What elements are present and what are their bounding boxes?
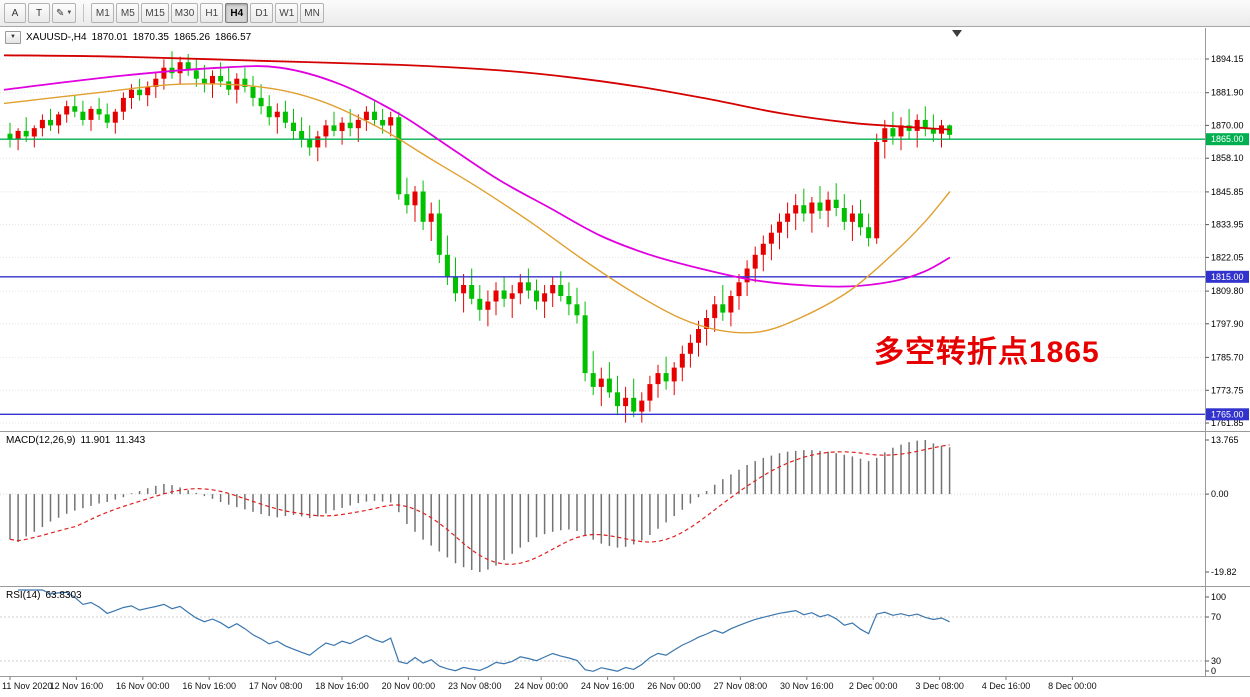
price-axis-label: 1797.90: [1211, 319, 1244, 329]
time-axis-label: 16 Nov 00:00: [116, 681, 170, 691]
price-axis-label: 1822.05: [1211, 252, 1244, 262]
ohlc-low: 1865.26: [173, 32, 211, 44]
price-axis-label: 1833.95: [1211, 220, 1244, 230]
price-axis: 1894.15 1881.90 1870.00 1858.10 1845.85 1833.…: [1205, 54, 1249, 676]
ma-orange-fast: [3, 83, 951, 334]
drawing-tools-dropdown[interactable]: ✎ ▼: [52, 3, 77, 23]
macd-name: MACD(12,26,9): [6, 435, 76, 446]
rsi-indicator-label: RSI(14) 63.8303: [6, 590, 87, 601]
macd-signal-value: 11.343: [115, 435, 146, 446]
candles-layer: [7, 51, 953, 423]
ohlc-close: 1866.57: [215, 32, 252, 44]
price-axis-label: 1773.75: [1211, 385, 1244, 395]
time-axis-label: 26 Nov 00:00: [647, 681, 701, 691]
text-tool-button[interactable]: T: [28, 3, 50, 23]
time-axis-label: 24 Nov 16:00: [581, 681, 635, 691]
time-axis-label: 11 Nov 2020: [2, 681, 52, 691]
pencil-icon: ✎: [56, 7, 65, 19]
toolbar: A T ✎ ▼ M1 M5 M15 M30 H1 H4 D1 W1 MN: [0, 0, 1250, 27]
ohlc-high: 1870.35: [132, 32, 169, 44]
rsi-line: [18, 589, 950, 672]
macd-signal-line: [9, 444, 950, 565]
annotation-text[interactable]: 多空转折点1865: [874, 336, 1100, 369]
time-axis-label: 27 Nov 08:00: [714, 681, 768, 691]
price-axis-label: 1845.85: [1211, 187, 1244, 197]
rsi-axis-label: 0: [1211, 666, 1216, 676]
hline-price-tag: 1815.00: [1211, 272, 1244, 282]
price-axis-label: 1870.00: [1211, 120, 1244, 130]
price-axis-label: 1761.85: [1211, 418, 1244, 428]
time-axis-label: 2 Dec 00:00: [849, 681, 898, 691]
toolbar-separator: [83, 4, 85, 22]
rsi-axis-label: 30: [1211, 656, 1221, 666]
ma-red-slow: [3, 54, 951, 131]
macd-indicator-label: MACD(12,26,9) 11.901 11.343: [6, 435, 150, 446]
time-axis-label: 20 Nov 00:00: [382, 681, 436, 691]
hline-price-tag: 1865.00: [1211, 134, 1244, 144]
time-axis-label: 8 Dec 00:00: [1048, 681, 1097, 691]
timeframe-button-m1[interactable]: M1: [91, 3, 115, 23]
price-axis-label: 1785.70: [1211, 352, 1244, 362]
gridlines-layer: [0, 58, 1205, 662]
time-axis-label: 3 Dec 08:00: [915, 681, 964, 691]
timeframe-button-d1[interactable]: D1: [250, 3, 274, 23]
macd-main-value: 11.901: [80, 435, 111, 446]
macd-axis-label: 0.00: [1211, 489, 1229, 499]
timeframe-button-h1[interactable]: H1: [200, 3, 224, 23]
rsi-name: RSI(14): [6, 590, 41, 601]
price-axis-label: 1894.15: [1211, 54, 1244, 64]
time-axis-label: 30 Nov 16:00: [780, 681, 834, 691]
time-axis-label: 24 Nov 00:00: [514, 681, 568, 691]
ohlc-open: 1870.01: [91, 32, 128, 44]
time-axis-label: 16 Nov 16:00: [182, 681, 236, 691]
macd-axis-label: -19.82: [1211, 567, 1237, 577]
rsi-axis-label: 70: [1211, 612, 1221, 622]
one-click-expand-button[interactable]: ▼: [5, 31, 21, 44]
timeframe-button-m15[interactable]: M15: [141, 3, 169, 23]
symbol-info: ▼ XAUUSD-,H4 1870.01 1870.35 1865.26 1866.57: [5, 31, 256, 44]
price-axis-label: 1881.90: [1211, 88, 1244, 98]
timeframe-button-mn[interactable]: MN: [300, 3, 324, 23]
timeframe-button-m30[interactable]: M30: [170, 3, 199, 23]
rsi-value: 63.8303: [45, 590, 82, 601]
chart-shift-icon[interactable]: [952, 30, 962, 37]
symbol-title: XAUUSD-,H4: [26, 32, 87, 44]
timeframe-button-m5[interactable]: M5: [116, 3, 140, 23]
timeframe-button-h4[interactable]: H4: [225, 3, 249, 23]
time-axis-label: 17 Nov 08:00: [249, 681, 303, 691]
chevron-down-icon: ▼: [66, 10, 73, 16]
time-axis-label: 12 Nov 16:00: [50, 681, 104, 691]
rsi-axis-label: 100: [1211, 592, 1226, 602]
timeframe-button-w1[interactable]: W1: [275, 3, 299, 23]
macd-axis-label: 13.765: [1211, 435, 1239, 445]
macd-histogram: [9, 440, 951, 572]
time-axis-label: 23 Nov 08:00: [448, 681, 502, 691]
pane-separators: [0, 28, 1250, 677]
cursor-tool-button[interactable]: A: [4, 3, 26, 23]
hline-price-tag: 1765.00: [1211, 409, 1244, 419]
ma-magenta-mid: [3, 65, 951, 288]
price-axis-label: 1858.10: [1211, 153, 1244, 163]
time-axis-label: 4 Dec 16:00: [982, 681, 1031, 691]
time-axis-label: 18 Nov 16:00: [315, 681, 369, 691]
price-axis-label: 1809.80: [1211, 286, 1244, 296]
